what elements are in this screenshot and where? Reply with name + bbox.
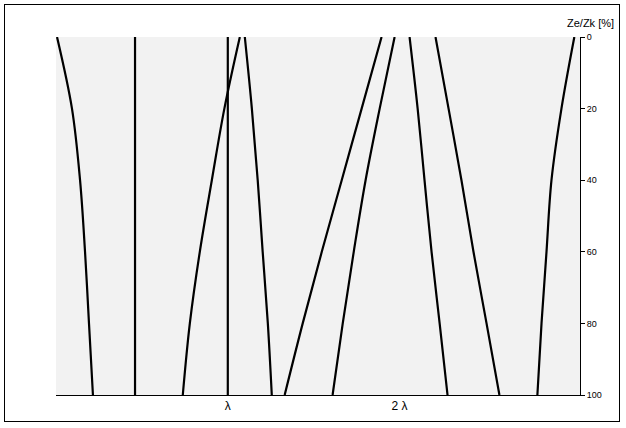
svg-text:60: 60 [587,247,597,257]
svg-text:Ze/Zk [%]: Ze/Zk [%] [567,17,614,29]
svg-text:100: 100 [587,390,602,400]
svg-text:2 λ: 2 λ [392,399,408,413]
svg-text:20: 20 [587,104,597,114]
svg-text:80: 80 [587,319,597,329]
svg-text:λ: λ [225,399,231,413]
svg-text:40: 40 [587,175,597,185]
svg-text:0: 0 [587,32,592,42]
